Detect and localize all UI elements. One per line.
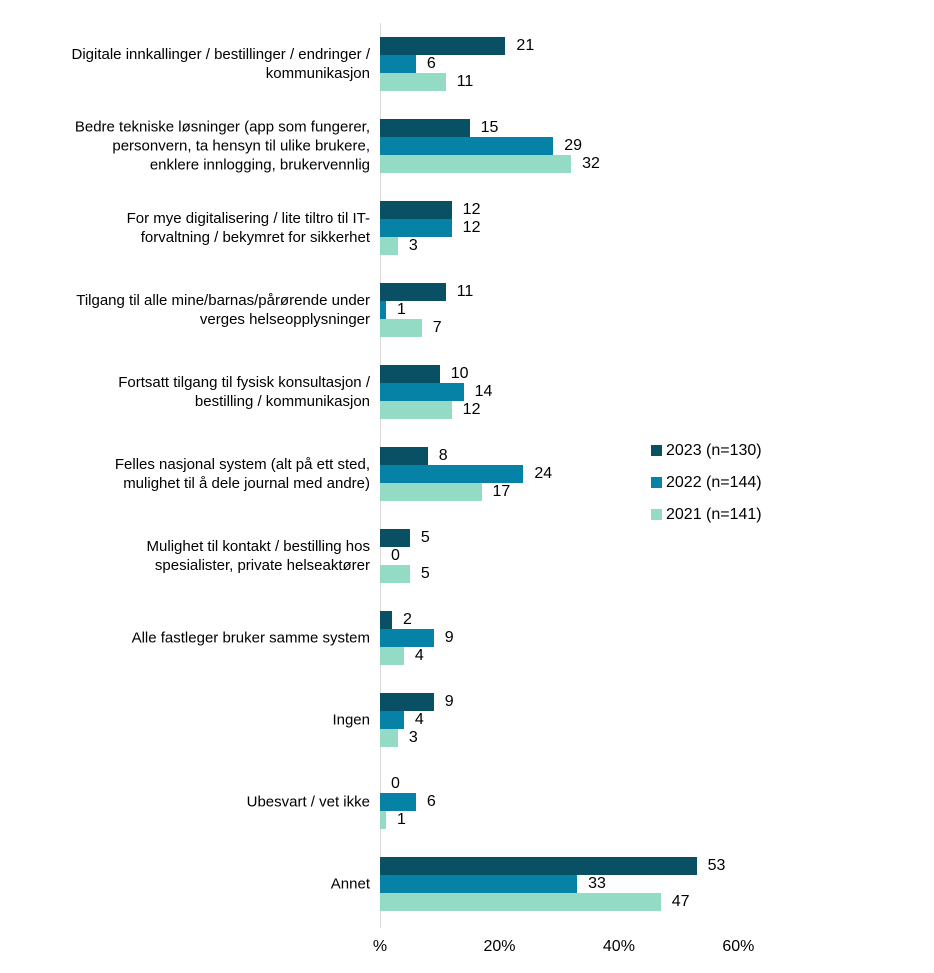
value-label: 17 [492, 483, 511, 500]
value-label: 24 [534, 465, 553, 482]
value-label: 9 [444, 629, 454, 646]
value-label: 9 [444, 693, 454, 710]
bar-2023 [380, 365, 440, 383]
category-label: Mulighet til kontakt / bestilling hos sp… [146, 538, 370, 574]
category-label: For mye digitalisering / lite tiltro til… [126, 210, 370, 246]
value-label: 12 [462, 201, 481, 218]
category-label: Ingen [332, 711, 370, 729]
bar-2023 [380, 857, 697, 875]
value-label: 3 [408, 729, 418, 746]
bar-2022 [380, 301, 386, 319]
category-label: Digitale innkallinger / bestillinger / e… [71, 46, 371, 82]
value-label: 11 [456, 73, 474, 90]
value-label: 12 [462, 219, 481, 236]
value-label: 5 [420, 565, 430, 582]
legend-swatch-2023-icon [651, 445, 662, 456]
value-label: 4 [414, 647, 424, 664]
bar-2023 [380, 119, 470, 137]
legend-item-2022: 2022 (n=144) [651, 473, 762, 492]
bar-2021 [380, 893, 661, 911]
value-label: 33 [588, 875, 606, 892]
bar-2023 [380, 693, 434, 711]
bar-2021 [380, 483, 482, 501]
legend-swatch-2022-icon [651, 477, 662, 488]
bar-2021 [380, 565, 410, 583]
bar-2022 [380, 875, 578, 893]
value-label: 32 [582, 155, 600, 172]
bar-2021 [380, 237, 398, 255]
category-label: Bedre tekniske løsninger (app som funger… [74, 118, 370, 174]
x-axis-tick-label: % [372, 938, 388, 955]
bar-2022 [380, 465, 524, 483]
value-label: 7 [432, 319, 442, 336]
x-axis-tick-label: 60% [722, 938, 755, 955]
bar-2021 [380, 401, 452, 419]
bar-2023 [380, 529, 410, 547]
bar-2021 [380, 319, 422, 337]
legend-label-2023: 2023 (n=130) [666, 441, 762, 459]
value-label: 5 [420, 529, 430, 546]
bar-2023 [380, 611, 392, 629]
value-label: 2 [402, 611, 412, 628]
category-label: Annet [330, 875, 370, 893]
bar-2023 [380, 447, 428, 465]
bar-2021 [380, 73, 446, 91]
bar-2023 [380, 201, 452, 219]
value-label: 53 [707, 857, 726, 874]
value-label: 29 [564, 137, 582, 154]
value-label: 11 [456, 283, 474, 300]
value-label: 1 [396, 301, 406, 318]
value-label: 6 [426, 55, 436, 72]
value-label: 8 [438, 447, 448, 464]
bar-2023 [380, 283, 446, 301]
bar-2021 [380, 729, 398, 747]
value-label: 15 [480, 119, 499, 136]
bar-2022 [380, 219, 452, 237]
value-label: 0 [391, 775, 400, 792]
bar-2022 [380, 383, 464, 401]
x-axis-tick-label: 20% [483, 938, 516, 955]
value-label: 47 [671, 893, 690, 910]
value-label: 3 [408, 237, 418, 254]
value-label: 6 [426, 793, 436, 810]
category-label: Felles nasjonal system (alt på ett sted,… [114, 456, 370, 492]
bar-2022 [380, 629, 434, 647]
legend: 2023 (n=130) 2022 (n=144) 2021 (n=141) [651, 441, 762, 537]
bar-2022 [380, 711, 404, 729]
category-label: Ubesvart / vet ikke [246, 793, 370, 811]
bar-2022 [380, 793, 416, 811]
category-label: Alle fastleger bruker samme system [131, 629, 370, 647]
bar-2021 [380, 811, 386, 829]
category-label: Tilgang til alle mine/barnas/pårørende u… [76, 292, 370, 328]
value-label: 1 [396, 811, 406, 828]
legend-label-2022: 2022 (n=144) [666, 473, 762, 491]
value-label: 21 [516, 37, 535, 54]
x-axis-tick-label: 40% [602, 938, 635, 955]
value-label: 10 [450, 365, 469, 382]
bar-2021 [380, 647, 404, 665]
bar-2021 [380, 155, 572, 173]
category-label: Fortsatt tilgang til fysisk konsultasjon… [118, 374, 370, 410]
legend-label-2021: 2021 (n=141) [666, 505, 762, 523]
legend-swatch-2021-icon [651, 509, 662, 520]
bar-2022 [380, 55, 416, 73]
legend-item-2023: 2023 (n=130) [651, 441, 762, 460]
value-label: 12 [462, 401, 481, 418]
value-label: 4 [414, 711, 424, 728]
bar-2022 [380, 137, 554, 155]
value-label: 0 [391, 547, 400, 564]
value-label: 14 [474, 383, 493, 400]
bar-2023 [380, 37, 506, 55]
legend-item-2021: 2021 (n=141) [651, 505, 762, 524]
